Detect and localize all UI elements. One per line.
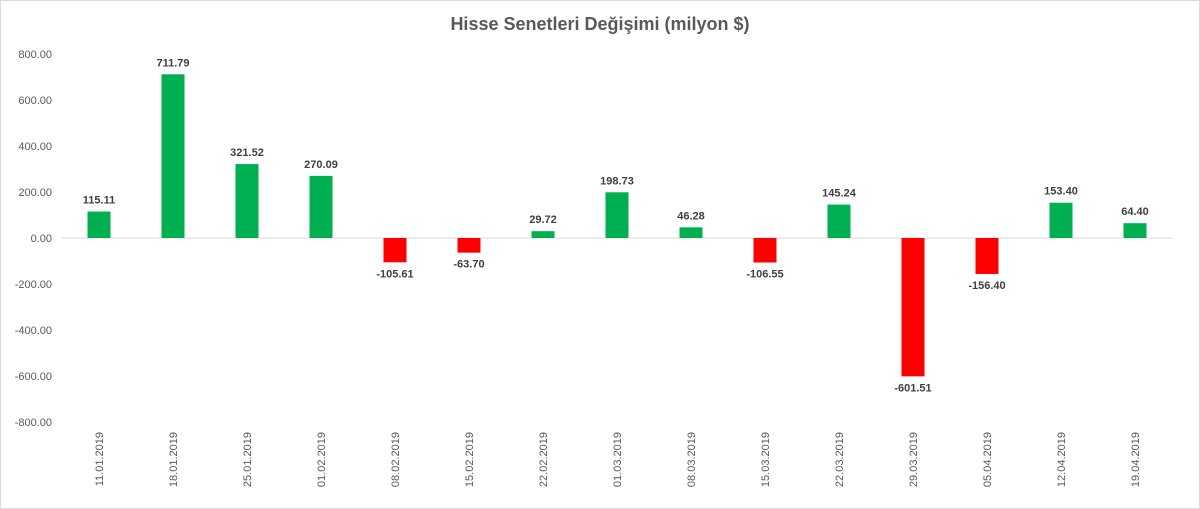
data-label: 711.79 xyxy=(156,57,189,69)
data-label: 198.73 xyxy=(600,175,634,187)
bar-18.01.2019 xyxy=(161,74,185,238)
x-tick-label: 15.02.2019 xyxy=(464,432,476,487)
data-label: 145.24 xyxy=(822,188,857,200)
y-tick-label: 0.00 xyxy=(31,233,52,245)
x-tick-label: 18.01.2019 xyxy=(168,432,180,487)
x-tick-label: 12.04.2019 xyxy=(1056,432,1068,487)
data-label: -601.51 xyxy=(894,382,931,394)
data-label: -105.61 xyxy=(376,268,413,280)
bar-05.04.2019 xyxy=(975,238,999,274)
data-label: -63.70 xyxy=(453,259,484,271)
x-tick-label: 05.04.2019 xyxy=(982,432,994,487)
x-tick-label: 29.03.2019 xyxy=(908,432,920,487)
bar-29.03.2019 xyxy=(901,238,925,377)
x-tick-label: 19.04.2019 xyxy=(1130,432,1142,487)
y-tick-label: 200.00 xyxy=(18,187,52,199)
data-label: 321.52 xyxy=(230,147,264,159)
x-tick-label: 01.03.2019 xyxy=(612,432,624,487)
x-tick-label: 08.03.2019 xyxy=(686,432,698,487)
data-label: 115.11 xyxy=(83,195,115,207)
bar-15.02.2019 xyxy=(457,238,481,253)
y-tick-label: -800.00 xyxy=(15,417,52,429)
x-tick-label: 08.02.2019 xyxy=(390,432,402,487)
x-tick-label: 25.01.2019 xyxy=(242,432,254,487)
data-label: -156.40 xyxy=(968,280,1005,292)
x-tick-label: 15.03.2019 xyxy=(760,432,772,487)
data-label: 270.09 xyxy=(304,159,338,171)
x-tick-label: 22.02.2019 xyxy=(538,432,550,487)
bar-22.03.2019 xyxy=(827,204,851,238)
data-label: 29.72 xyxy=(529,214,557,226)
data-label: 46.28 xyxy=(677,210,705,222)
bar-25.01.2019 xyxy=(235,164,259,238)
bar-01.03.2019 xyxy=(605,192,629,238)
data-label: 153.40 xyxy=(1044,186,1078,198)
y-tick-label: 800.00 xyxy=(18,49,52,61)
x-tick-label: 01.02.2019 xyxy=(316,432,328,487)
bar-08.03.2019 xyxy=(679,227,703,238)
y-tick-label: -200.00 xyxy=(15,279,52,291)
bar-22.02.2019 xyxy=(531,231,555,238)
x-tick-label: 22.03.2019 xyxy=(834,432,846,487)
x-tick-label: 11.01.2019 xyxy=(94,432,106,486)
bar-08.02.2019 xyxy=(383,238,407,263)
y-tick-label: -600.00 xyxy=(15,371,52,383)
y-tick-label: 400.00 xyxy=(18,141,52,153)
data-label: 64.40 xyxy=(1121,206,1149,218)
bar-15.03.2019 xyxy=(753,238,777,263)
data-label: -106.55 xyxy=(746,269,783,281)
y-tick-label: 600.00 xyxy=(18,95,52,107)
y-tick-label: -400.00 xyxy=(15,325,52,337)
bar-12.04.2019 xyxy=(1049,202,1073,238)
bar-19.04.2019 xyxy=(1123,223,1147,238)
bar-11.01.2019 xyxy=(87,211,111,238)
chart-title: Hisse Senetleri Değişimi (milyon $) xyxy=(450,14,750,34)
bar-01.02.2019 xyxy=(309,175,333,238)
